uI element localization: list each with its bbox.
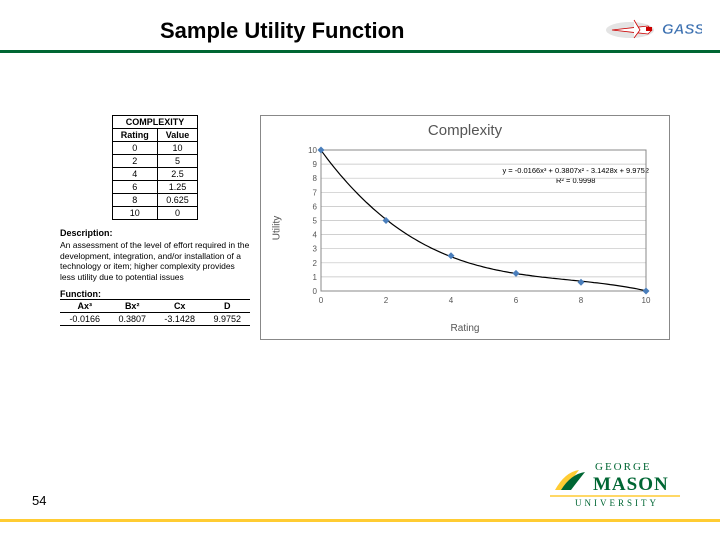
function-table: Ax³ Bx² Cx D -0.0166 0.3807 -3.1428 9.97… <box>60 299 250 326</box>
complexity-chart: Complexity Utility Rating y = -0.0166x³ … <box>260 115 670 340</box>
svg-text:6: 6 <box>313 202 318 211</box>
svg-text:2: 2 <box>384 296 389 305</box>
svg-text:4: 4 <box>449 296 454 305</box>
svg-text:2: 2 <box>313 259 318 268</box>
svg-text:8: 8 <box>313 174 318 183</box>
title-underline <box>0 50 720 53</box>
chart-xlabel: Rating <box>261 323 669 334</box>
description-text: An assessment of the level of effort req… <box>60 240 250 283</box>
chart-ylabel: Utility <box>272 215 283 239</box>
bottom-bar <box>0 519 720 522</box>
svg-text:GASS: GASS <box>662 21 702 38</box>
table-row: 100 <box>112 207 198 220</box>
svg-text:10: 10 <box>308 146 317 155</box>
chart-title: Complexity <box>261 122 669 139</box>
content-area: COMPLEXITY Rating Value 010 25 42.5 61.2… <box>60 115 670 365</box>
left-column: COMPLEXITY Rating Value 010 25 42.5 61.2… <box>60 115 260 365</box>
table-row: 42.5 <box>112 168 198 181</box>
complexity-table: COMPLEXITY Rating Value 010 25 42.5 61.2… <box>112 115 199 220</box>
page-number: 54 <box>32 493 46 508</box>
function-label: Function: <box>60 289 250 299</box>
table-row: 010 <box>112 142 198 155</box>
svg-text:7: 7 <box>313 188 318 197</box>
svg-text:9: 9 <box>313 160 318 169</box>
svg-text:4: 4 <box>313 231 318 240</box>
svg-text:3: 3 <box>313 245 318 254</box>
svg-text:UNIVERSITY: UNIVERSITY <box>575 498 659 508</box>
svg-text:1: 1 <box>313 273 318 282</box>
svg-text:0: 0 <box>313 287 318 296</box>
svg-text:5: 5 <box>313 217 318 226</box>
svg-text:GEORGE: GEORGE <box>595 461 652 473</box>
gmu-logo: GEORGE MASON UNIVERSITY <box>545 452 685 510</box>
svg-text:MASON: MASON <box>593 474 669 495</box>
description-label: Description: <box>60 228 250 238</box>
table-row: 25 <box>112 155 198 168</box>
chart-plot: 0 1 2 3 4 5 6 7 8 9 10 0 2 4 6 8 10 <box>299 146 654 311</box>
col-value: Value <box>157 129 198 142</box>
table-row: 80.625 <box>112 194 198 207</box>
gass-logo: GASS <box>604 8 702 46</box>
svg-text:10: 10 <box>642 296 651 305</box>
svg-text:6: 6 <box>514 296 519 305</box>
slide-title: Sample Utility Function <box>160 18 404 44</box>
svg-text:0: 0 <box>319 296 324 305</box>
table-row: 61.25 <box>112 181 198 194</box>
svg-text:8: 8 <box>579 296 584 305</box>
col-rating: Rating <box>112 129 157 142</box>
table-title: COMPLEXITY <box>112 116 198 129</box>
